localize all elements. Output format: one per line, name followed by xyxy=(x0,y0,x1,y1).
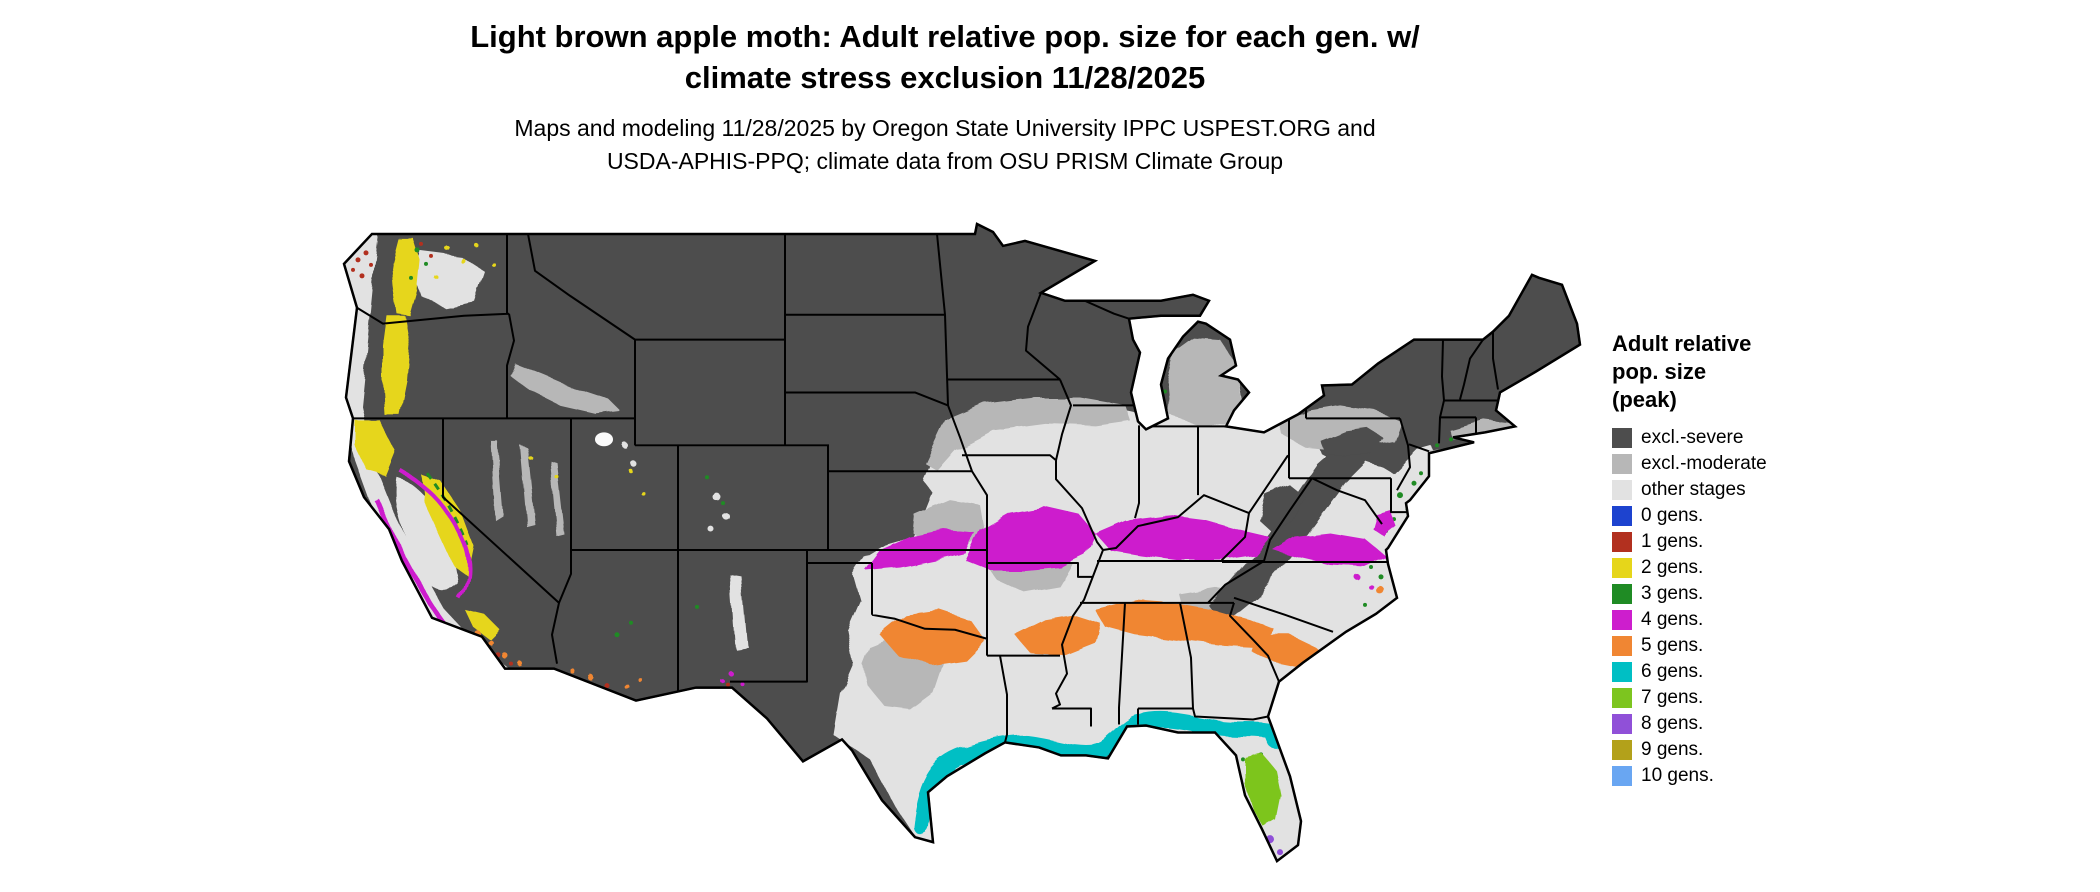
legend-swatch-7-gens xyxy=(1612,688,1632,708)
state-borders xyxy=(353,233,1499,743)
map-subtitle-line2: USDA-APHIS-PPQ; climate data from OSU PR… xyxy=(606,148,1284,174)
legend-item: other stages xyxy=(1612,477,1912,503)
legend-swatch-10-gens xyxy=(1612,766,1632,786)
legend-item: 4 gens. xyxy=(1612,607,1912,633)
legend-swatch-8-gens xyxy=(1612,714,1632,734)
legend-item-label: 4 gens. xyxy=(1641,609,1704,630)
map-region-2-gens xyxy=(355,237,645,640)
legend-item-label: 8 gens. xyxy=(1641,713,1704,734)
legend-swatch-excl-moderate xyxy=(1612,454,1632,474)
legend-item-label: 6 gens. xyxy=(1641,661,1704,682)
legend-item-label: excl.-severe xyxy=(1641,427,1744,448)
legend-item: 5 gens. xyxy=(1612,633,1912,659)
legend-swatch-6-gens xyxy=(1612,662,1632,682)
map-title-line2: climate stress exclusion 11/28/2025 xyxy=(684,60,1206,95)
legend-swatch-other-stages xyxy=(1612,480,1632,500)
legend-item-label: 9 gens. xyxy=(1641,739,1704,760)
legend-item: 9 gens. xyxy=(1612,737,1912,763)
map-legend: Adult relative pop. size (peak) excl.-se… xyxy=(1612,330,1912,789)
us-map-figure xyxy=(325,216,1590,884)
legend-title-line3: (peak) xyxy=(1612,387,1677,412)
legend-item-label: 10 gens. xyxy=(1641,765,1714,786)
legend-swatch-9-gens xyxy=(1612,740,1632,760)
legend-item: 7 gens. xyxy=(1612,685,1912,711)
legend-item: excl.-severe xyxy=(1612,425,1912,451)
legend-swatch-1-gens xyxy=(1612,532,1632,552)
legend-swatch-3-gens xyxy=(1612,584,1632,604)
legend-item: 8 gens. xyxy=(1612,711,1912,737)
title-block: Light brown apple moth: Adult relative p… xyxy=(0,16,1890,178)
legend-item-label: 7 gens. xyxy=(1641,687,1704,708)
map-title: Light brown apple moth: Adult relative p… xyxy=(0,16,1890,98)
legend-title-line2: pop. size xyxy=(1612,359,1707,384)
map-subtitle-line1: Maps and modeling 11/28/2025 by Oregon S… xyxy=(514,115,1376,141)
legend-item-label: excl.-moderate xyxy=(1641,453,1767,474)
map-region-7-gens xyxy=(1245,754,1280,827)
legend-swatch-2-gens xyxy=(1612,558,1632,578)
legend-title-line1: Adult relative xyxy=(1612,331,1752,356)
legend-item-label: 5 gens. xyxy=(1641,635,1704,656)
legend-item: excl.-moderate xyxy=(1612,451,1912,477)
great-salt-lake xyxy=(595,432,613,447)
legend-swatch-excl-severe xyxy=(1612,428,1632,448)
legend-item: 3 gens. xyxy=(1612,581,1912,607)
map-region-excl-severe-overlay xyxy=(1208,427,1383,617)
legend-swatch-0-gens xyxy=(1612,506,1632,526)
us-map xyxy=(342,222,1582,863)
legend-item-label: other stages xyxy=(1641,479,1746,500)
map-title-line1: Light brown apple moth: Adult relative p… xyxy=(470,19,1420,54)
legend-item-label: 1 gens. xyxy=(1641,531,1704,552)
map-region-6-gens xyxy=(913,711,1284,835)
legend-item-label: 0 gens. xyxy=(1641,505,1704,526)
legend-item-label: 3 gens. xyxy=(1641,583,1704,604)
legend-items: excl.-severe excl.-moderate other stages… xyxy=(1612,425,1912,789)
legend-item: 10 gens. xyxy=(1612,763,1912,789)
legend-title: Adult relative pop. size (peak) xyxy=(1612,330,1912,414)
legend-swatch-4-gens xyxy=(1612,610,1632,630)
legend-item: 0 gens. xyxy=(1612,503,1912,529)
legend-swatch-5-gens xyxy=(1612,636,1632,656)
legend-item: 2 gens. xyxy=(1612,555,1912,581)
legend-item: 1 gens. xyxy=(1612,529,1912,555)
legend-item-label: 2 gens. xyxy=(1641,557,1704,578)
map-subtitle: Maps and modeling 11/28/2025 by Oregon S… xyxy=(0,112,1890,178)
legend-item: 6 gens. xyxy=(1612,659,1912,685)
